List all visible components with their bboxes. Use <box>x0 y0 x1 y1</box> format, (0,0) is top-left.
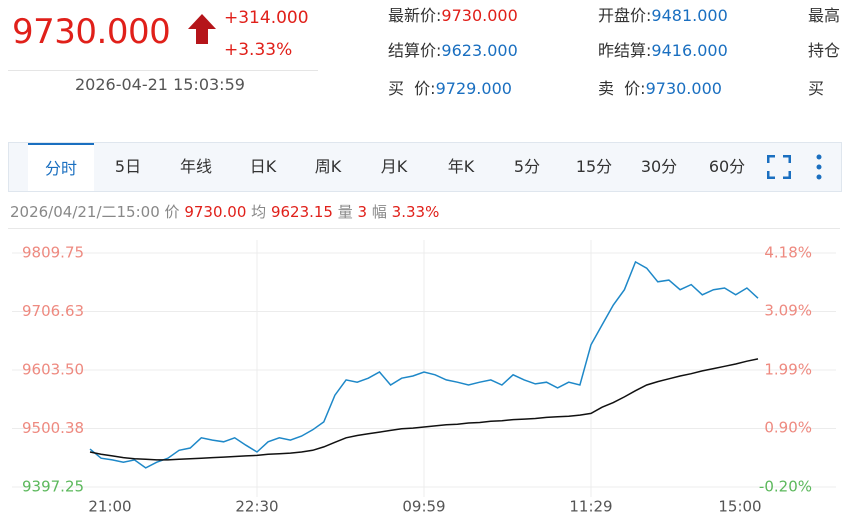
field-value: 9730.000 <box>645 79 722 98</box>
tab[interactable]: 月K <box>380 157 408 176</box>
tab[interactable]: 30分 <box>640 157 678 176</box>
field: 买 价:9729.000 <box>388 75 512 99</box>
info-label: 均 <box>251 203 267 221</box>
field: 持仓 <box>808 37 840 61</box>
tab[interactable]: 5分 <box>513 157 541 176</box>
x-tick-label: 22:30 <box>235 498 278 515</box>
field-value: 9416.000 <box>651 41 728 60</box>
y2-tick-label: -0.20% <box>759 478 812 496</box>
y-tick-label: 9603.50 <box>22 361 84 379</box>
divider <box>8 70 318 71</box>
field-label: 买 <box>808 79 825 98</box>
field-label: 昨结算: <box>598 41 652 60</box>
y-tick-label: 9397.25 <box>22 478 84 496</box>
fullscreen-icon[interactable] <box>767 155 791 179</box>
field-value: 9730.000 <box>441 6 518 25</box>
field: 最新价:9730.000 <box>388 2 518 26</box>
price-change: +314.000 <box>224 8 309 28</box>
field: 结算价:9623.000 <box>388 37 518 61</box>
field-value: 9623.000 <box>441 41 518 60</box>
x-tick-label: 21:00 <box>88 498 131 515</box>
x-tick-label: 09:59 <box>402 498 445 515</box>
field-label: 最高 <box>808 6 841 25</box>
tab[interactable]: 5日 <box>114 157 142 176</box>
y-tick-label: 9706.63 <box>22 302 84 320</box>
y2-tick-label: 4.18% <box>764 244 812 262</box>
info-value: 9623.15 <box>270 203 333 221</box>
price-line <box>89 260 759 469</box>
info-label: 价 <box>164 203 180 221</box>
info-label: 幅 <box>371 203 387 221</box>
tab-bar: 分时 5日 年线 日K 周K 月K 年K 5分 15分 30分 60分 <box>8 142 842 192</box>
tab[interactable]: 周K <box>314 157 342 176</box>
y2-tick-label: 1.99% <box>764 361 812 379</box>
tab[interactable]: 60分 <box>708 157 746 176</box>
tab[interactable]: 年K <box>447 157 475 176</box>
info-value: 9730.00 <box>184 203 247 221</box>
field-label: 持仓 <box>808 41 841 60</box>
price-line <box>89 358 759 461</box>
x-tick-label: 11:29 <box>569 498 612 515</box>
y-tick-label: 9809.75 <box>22 244 84 262</box>
field-label: 最新价: <box>388 6 442 25</box>
percent-change: +3.33% <box>224 40 293 60</box>
up-arrow <box>188 14 216 44</box>
quote-time: 2026-04-21 15:03:59 <box>75 75 245 94</box>
field-label: 开盘价: <box>598 6 652 25</box>
tab[interactable]: 日K <box>249 157 277 176</box>
more-icon[interactable] <box>813 153 825 181</box>
info-value: 3.33% <box>391 203 440 221</box>
tab[interactable]: 分时 <box>28 143 94 191</box>
info-datetime: 2026/04/21/二15:00 <box>10 203 160 221</box>
field: 昨结算:9416.000 <box>598 37 728 61</box>
field: 买 <box>808 75 824 99</box>
tab[interactable]: 年线 <box>179 157 212 176</box>
info-bar: 2026/04/21/二15:00 价 9730.00 均 9623.15 量 … <box>10 201 439 222</box>
field-value: 9729.000 <box>435 79 512 98</box>
y-tick-label: 9500.38 <box>22 419 84 437</box>
x-tick-label: 15:00 <box>718 498 761 515</box>
tab[interactable]: 15分 <box>575 157 613 176</box>
divider <box>8 228 840 229</box>
field: 卖 价:9730.000 <box>598 75 722 99</box>
info-label: 量 <box>337 203 353 221</box>
last-price: 9730.000 <box>12 12 171 52</box>
field-value: 9481.000 <box>651 6 728 25</box>
field-label: 买 价: <box>388 79 436 98</box>
info-value: 3 <box>357 203 368 221</box>
field: 开盘价:9481.000 <box>598 2 728 26</box>
field: 最高 <box>808 2 840 26</box>
y2-tick-label: 0.90% <box>764 419 812 437</box>
y2-tick-label: 3.09% <box>764 302 812 320</box>
field-label: 卖 价: <box>598 79 646 98</box>
field-label: 结算价: <box>388 41 442 60</box>
